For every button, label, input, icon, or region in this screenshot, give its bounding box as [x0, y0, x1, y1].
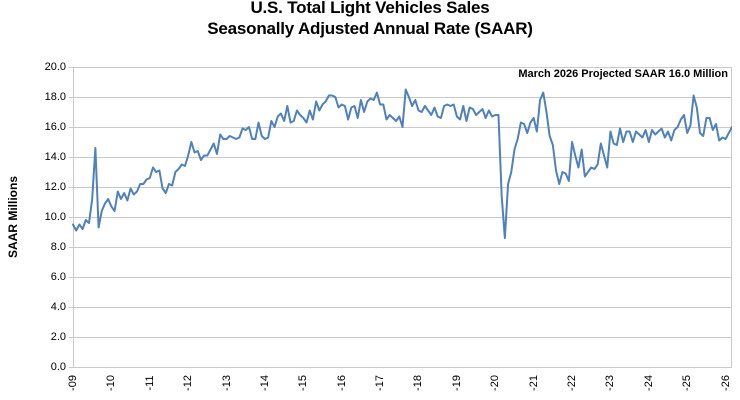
y-tick-label: 12.0 [44, 181, 66, 193]
y-tick-label: 20.0 [44, 61, 66, 73]
chart-title-block: U.S. Total Light Vehicles Sales Seasonal… [0, 0, 740, 39]
y-tick-label: 4.0 [50, 301, 66, 313]
y-tick-label: 6.0 [50, 271, 66, 283]
sales-saar-line [72, 88, 732, 239]
x-tick-label: -25 [681, 375, 694, 391]
x-tick-label: -24 [642, 375, 655, 391]
x-tick-label: -16 [335, 375, 348, 391]
x-tick-label: -22 [566, 375, 579, 391]
x-tick-label: -21 [527, 375, 540, 391]
x-tick-label: -11 [143, 375, 156, 391]
x-tick-label: -14 [258, 375, 271, 391]
annotation-march-2026-projection: March 2026 Projected SAAR 16.0 Million [518, 68, 728, 80]
x-tick-label: -10 [105, 375, 118, 391]
y-tick-label: 18.0 [44, 91, 66, 103]
y-tick-label: 0.0 [50, 361, 66, 373]
chart-subtitle: Seasonally Adjusted Annual Rate (SAAR) [207, 19, 533, 38]
x-tick-label: -15 [297, 375, 310, 391]
x-tick-label: -12 [182, 375, 195, 391]
x-tick-label: -18 [412, 375, 425, 391]
y-axis-title: SAAR Millions [6, 175, 20, 259]
x-tick-label: -19 [450, 375, 463, 391]
x-tick-label: -17 [374, 375, 387, 391]
y-tick-label: 2.0 [50, 331, 66, 343]
x-tick-label: -13 [220, 375, 233, 391]
chart-title: U.S. Total Light Vehicles Sales [250, 0, 490, 17]
y-tick-label: 10.0 [44, 211, 66, 223]
y-tick-label: 16.0 [44, 121, 66, 133]
y-tick-label: 14.0 [44, 151, 66, 163]
x-tick-label: -20 [489, 375, 502, 391]
x-tick-label: -26 [719, 375, 732, 391]
x-tick-label: -09 [67, 375, 79, 391]
plot-area [69, 67, 732, 368]
y-tick-label: 8.0 [50, 241, 66, 253]
x-tick-label: -23 [604, 375, 617, 391]
